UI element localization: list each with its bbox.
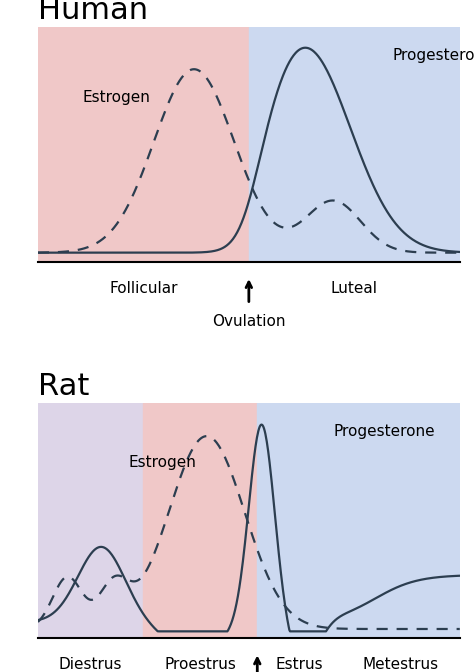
Text: Estrogen: Estrogen <box>82 90 150 105</box>
Text: Human: Human <box>38 0 148 25</box>
Text: Estrus: Estrus <box>276 657 323 672</box>
Text: Estrogen: Estrogen <box>128 454 196 470</box>
Text: Progesterone: Progesterone <box>333 424 435 439</box>
Text: Diestrus: Diestrus <box>59 657 122 672</box>
Text: Luteal: Luteal <box>331 281 378 296</box>
Text: Follicular: Follicular <box>109 281 178 296</box>
Text: Progesterone: Progesterone <box>392 48 474 62</box>
Bar <box>257 403 342 638</box>
Bar <box>38 403 143 638</box>
Text: Ovulation: Ovulation <box>212 314 286 329</box>
Bar <box>249 27 460 262</box>
Text: Metestrus: Metestrus <box>363 657 439 672</box>
Text: Rat: Rat <box>38 372 89 401</box>
Bar <box>143 403 257 638</box>
Bar <box>38 27 249 262</box>
Text: Proestrus: Proestrus <box>164 657 236 672</box>
Bar <box>342 403 460 638</box>
